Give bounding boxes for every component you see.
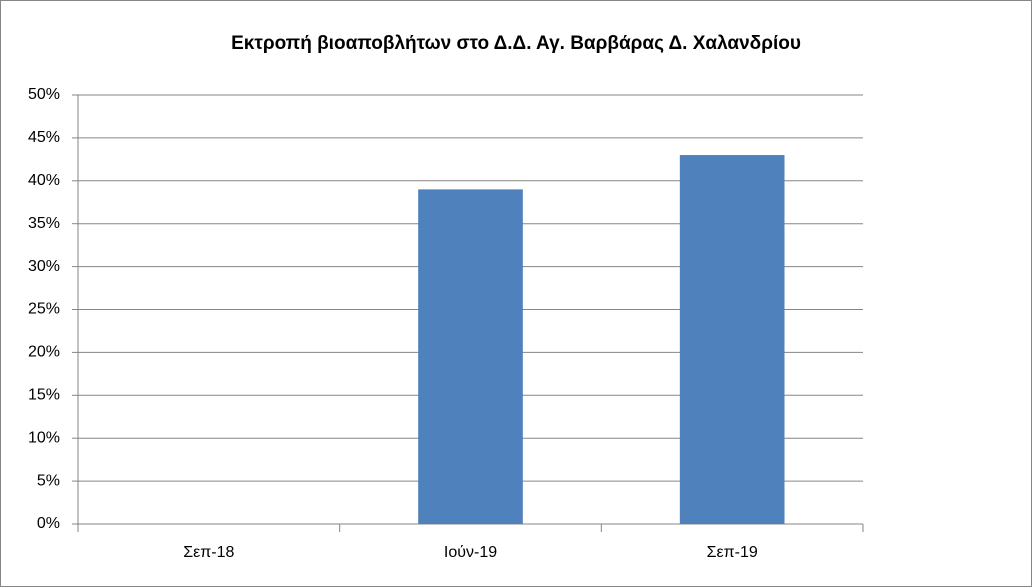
y-tick-label: 35% (28, 215, 60, 232)
y-tick-label: 0% (37, 515, 60, 532)
y-tick-label: 20% (28, 344, 60, 361)
y-tick-label: 25% (28, 301, 60, 318)
y-tick-label: 15% (28, 387, 60, 404)
x-tick-label: Σεπ-18 (183, 544, 234, 561)
x-tick-label: Σεπ-19 (707, 544, 758, 561)
y-tick-label: 30% (28, 258, 60, 275)
y-tick-label: 10% (28, 429, 60, 446)
bar (418, 189, 523, 524)
y-tick-label: 45% (28, 129, 60, 146)
y-tick-label: 5% (37, 472, 60, 489)
x-tick-label: Ιούν-19 (444, 544, 497, 561)
chart-title: Εκτροπή βιοαποβλήτων στο Δ.Δ. Αγ. Βαρβάρ… (231, 33, 801, 54)
y-tick-label: 50% (28, 86, 60, 103)
y-tick-label: 40% (28, 172, 60, 189)
bar (679, 155, 785, 524)
